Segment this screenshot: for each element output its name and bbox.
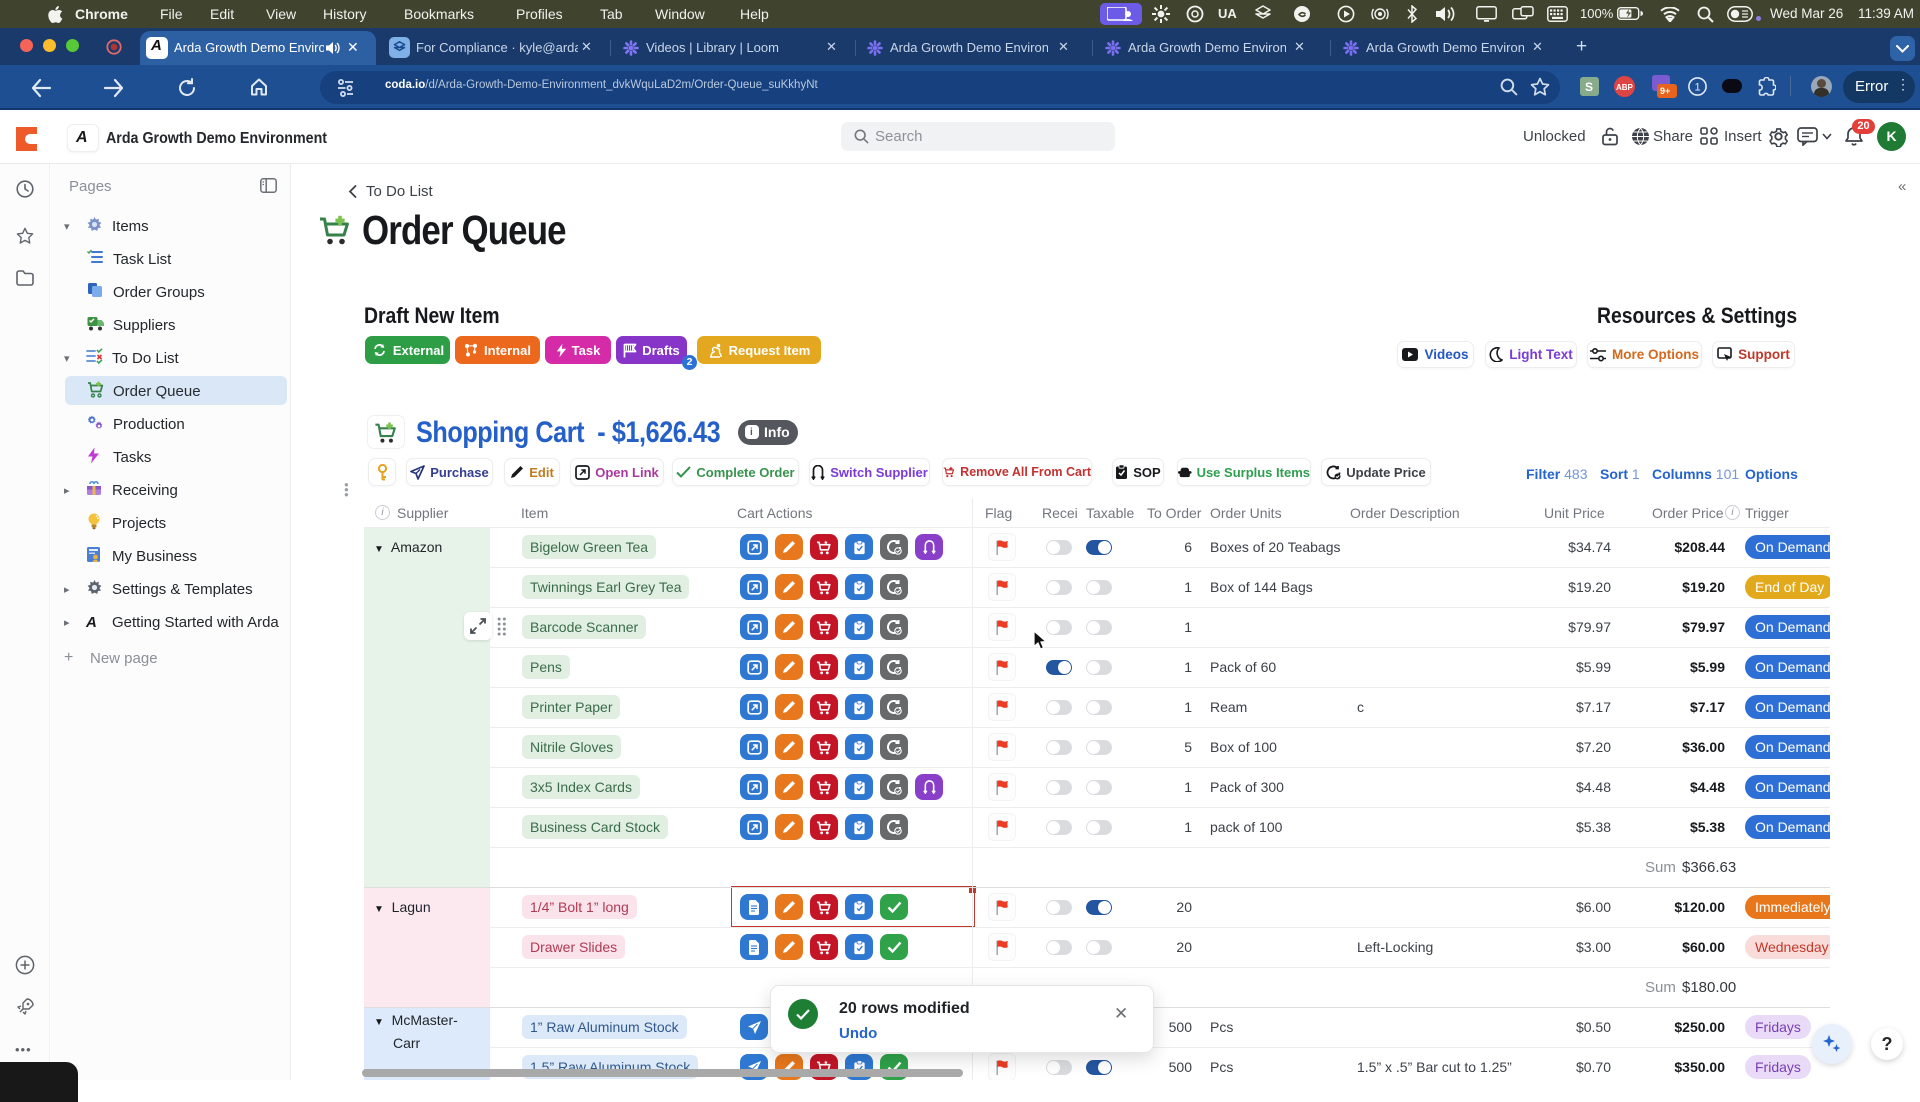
svg-text:1: 1 <box>1694 82 1700 94</box>
